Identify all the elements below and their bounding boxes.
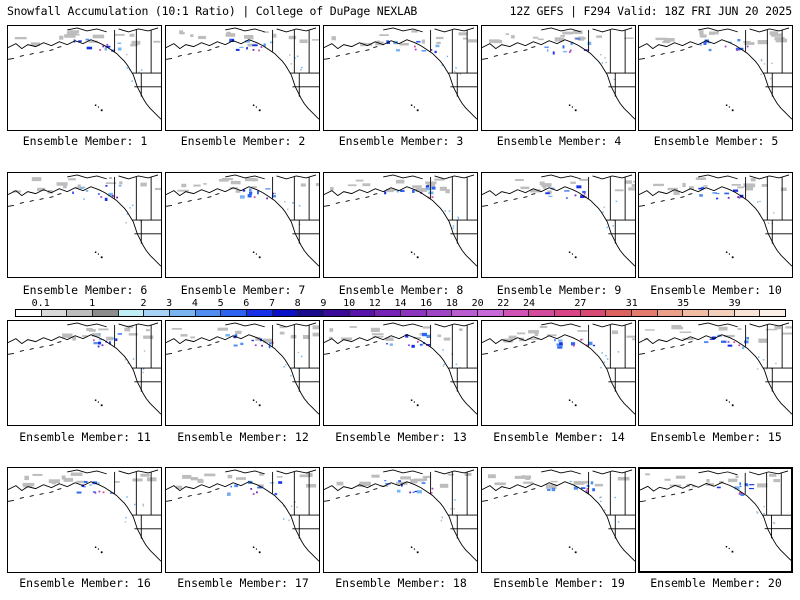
legend-tick-label: 20 (471, 298, 484, 309)
legend-tick-label: 6 (243, 298, 250, 309)
ensemble-member-map[interactable] (323, 467, 478, 573)
legend-color-swatch (375, 310, 402, 316)
legend-color-swatch (555, 310, 581, 316)
legend-color-swatch (93, 310, 119, 316)
legend-tick-label: 8 (294, 298, 301, 309)
legend-tick-label: 22 (497, 298, 510, 309)
legend-color-swatch (401, 310, 427, 316)
ensemble-member-map[interactable] (638, 172, 793, 278)
legend-tick-label: 1 (89, 298, 96, 309)
legend-color-swatch (272, 310, 299, 316)
legend-color-swatch (170, 310, 196, 316)
ensemble-member-map[interactable] (165, 320, 320, 426)
legend-color-swatch (144, 310, 171, 316)
ensemble-member-label: Ensemble Member: 16 (19, 576, 151, 590)
legend-color-bar (15, 309, 786, 317)
legend-color-swatch (657, 310, 684, 316)
ensemble-member-map[interactable] (7, 320, 162, 426)
ensemble-member-map[interactable] (323, 320, 478, 426)
legend-color-swatch (118, 310, 145, 316)
ensemble-member-map[interactable] (481, 467, 636, 573)
legend-tick-label: 14 (394, 298, 407, 309)
legend-color-swatch (503, 310, 530, 316)
legend-color-swatch (632, 310, 658, 316)
ensemble-member-label: Ensemble Member: 8 (338, 283, 464, 297)
legend-color-swatch (67, 310, 94, 316)
legend-tick-label: 31 (625, 298, 638, 309)
ensemble-member-label: Ensemble Member: 5 (653, 134, 779, 148)
legend-tick-label: 27 (574, 298, 587, 309)
ensemble-member-label: Ensemble Member: 20 (650, 576, 782, 590)
ensemble-member-label: Ensemble Member: 4 (496, 134, 622, 148)
ensemble-member-label: Ensemble Member: 11 (19, 430, 151, 444)
ensemble-member-map[interactable] (638, 320, 793, 426)
legend-tick-label: 39 (728, 298, 741, 309)
legend-color-swatch (247, 310, 273, 316)
legend-tick-label: 7 (268, 298, 276, 309)
ensemble-member-label: Ensemble Member: 7 (180, 283, 306, 297)
legend-color-swatch (349, 310, 376, 316)
ensemble-member-map[interactable] (638, 467, 793, 573)
legend-color-swatch (478, 310, 504, 316)
legend-color-swatch (580, 310, 607, 316)
legend-color-swatch (734, 310, 761, 316)
ensemble-member-label: Ensemble Member: 15 (650, 430, 782, 444)
ensemble-member-label: Ensemble Member: 12 (177, 430, 309, 444)
ensemble-member-map[interactable] (323, 25, 478, 131)
legend-color-swatch (452, 310, 479, 316)
legend-labels: 0.1 1 2 3 4 5 6 7 8 9 10 12 14 16 18 20 22 24 27 31 35 39 (15, 298, 786, 309)
legend-color-swatch (426, 310, 453, 316)
legend-color-swatch (760, 310, 786, 316)
ensemble-member-label: Ensemble Member: 1 (22, 134, 148, 148)
legend-tick-label: 10 (343, 298, 356, 309)
legend-color-swatch (683, 310, 710, 316)
map-title: Snowfall Accumulation (10:1 Ratio) | Col… (7, 4, 418, 18)
ensemble-member-map[interactable] (7, 467, 162, 573)
snowfall-legend: 0.1 1 2 3 4 5 6 7 8 9 10 12 14 16 18 20 22 24 27 31 35 39 (15, 298, 786, 319)
legend-tick-label: 0.1 (31, 298, 50, 309)
legend-color-swatch (529, 310, 556, 316)
ensemble-member-map[interactable] (481, 172, 636, 278)
legend-tick-label: 16 (420, 298, 433, 309)
legend-color-swatch (606, 310, 633, 316)
legend-tick-label: 9 (320, 298, 327, 309)
ensemble-member-map[interactable] (165, 25, 320, 131)
ensemble-member-label: Ensemble Member: 13 (335, 430, 467, 444)
ensemble-member-map[interactable] (7, 172, 162, 278)
ensemble-member-label: Ensemble Member: 18 (335, 576, 467, 590)
ensemble-member-label: Ensemble Member: 10 (650, 283, 782, 297)
ensemble-member-map[interactable] (638, 25, 793, 131)
legend-tick-label: 5 (217, 298, 224, 309)
legend-color-swatch (41, 310, 68, 316)
legend-color-swatch (709, 310, 735, 316)
ensemble-member-label: Ensemble Member: 2 (180, 134, 306, 148)
ensemble-member-label: Ensemble Member: 17 (177, 576, 309, 590)
legend-color-swatch (16, 310, 42, 316)
ensemble-member-map[interactable] (7, 25, 162, 131)
ensemble-member-label: Ensemble Member: 9 (496, 283, 622, 297)
legend-tick-label: 12 (368, 298, 381, 309)
ensemble-member-map[interactable] (165, 467, 320, 573)
legend-tick-label: 2 (140, 298, 147, 309)
ensemble-member-label: Ensemble Member: 3 (338, 134, 464, 148)
ensemble-member-label: Ensemble Member: 19 (493, 576, 625, 590)
ensemble-member-map[interactable] (323, 172, 478, 278)
legend-tick-label: 18 (445, 298, 458, 309)
ensemble-member-map[interactable] (481, 320, 636, 426)
legend-color-swatch (221, 310, 248, 316)
legend-tick-label: 4 (191, 298, 198, 309)
ensemble-member-label: Ensemble Member: 6 (22, 283, 148, 297)
ensemble-member-map[interactable] (165, 172, 320, 278)
legend-color-swatch (298, 310, 325, 316)
legend-color-swatch (324, 310, 350, 316)
ensemble-member-label: Ensemble Member: 14 (493, 430, 625, 444)
legend-tick-label: 35 (677, 298, 690, 309)
legend-color-swatch (195, 310, 222, 316)
model-valid-time: 12Z GEFS | F294 Valid: 18Z FRI JUN 20 20… (509, 4, 793, 18)
legend-tick-label: 3 (166, 298, 173, 309)
legend-tick-label: 24 (522, 298, 536, 309)
ensemble-member-map[interactable] (481, 25, 636, 131)
